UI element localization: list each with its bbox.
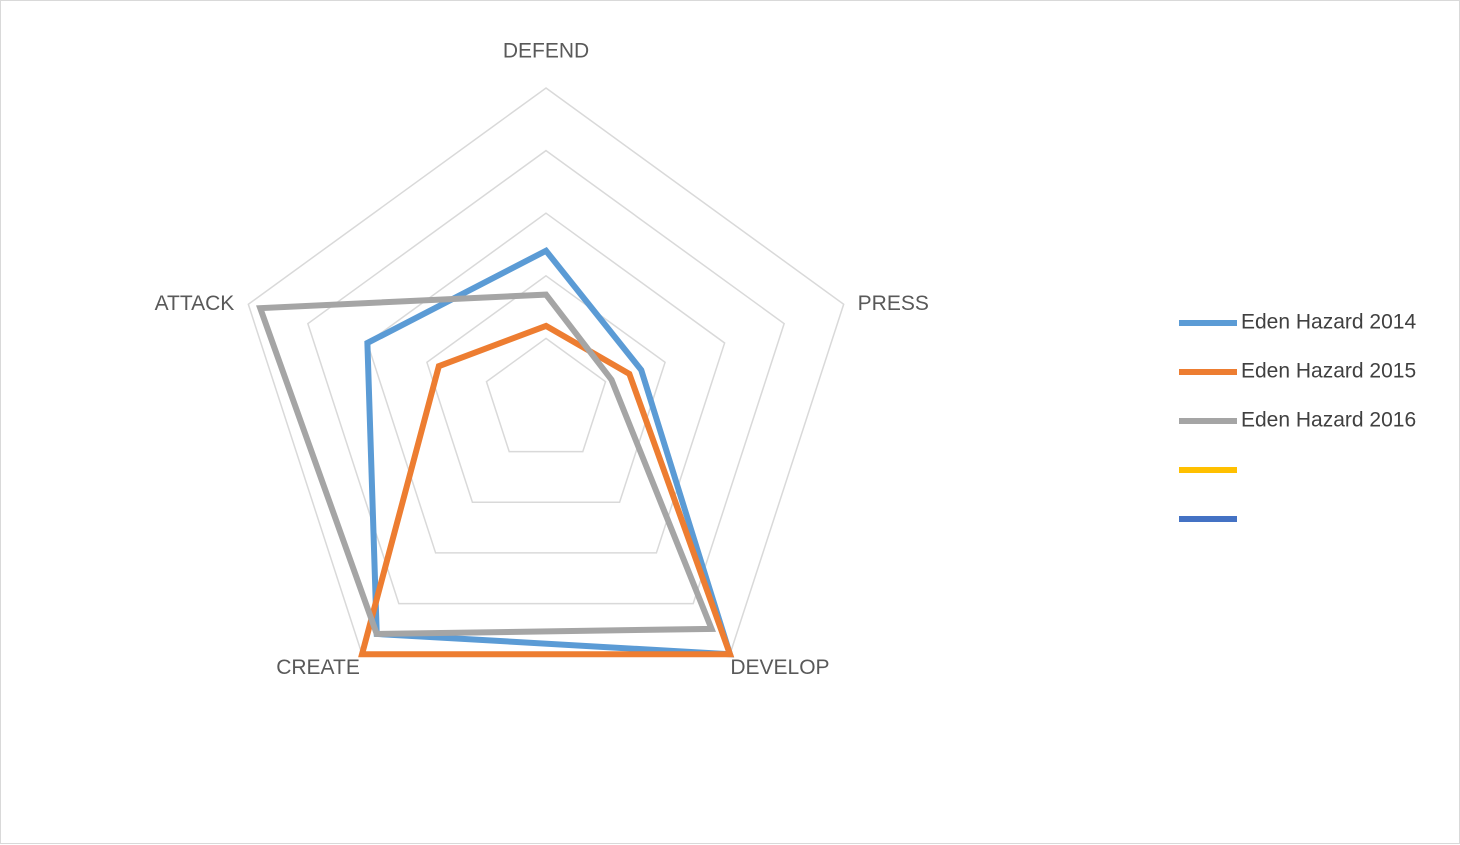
grid-ring (306, 149, 786, 605)
grid-ring (247, 87, 845, 655)
grid-ring (426, 274, 666, 504)
axis-label-press: PRESS (858, 292, 929, 315)
legend-label-2: Eden Hazard 2015 (1241, 360, 1416, 383)
grid-ring (485, 337, 607, 453)
axis-label-develop: DEVELOP (730, 656, 829, 679)
series-line-2 (358, 322, 735, 658)
legend-label-1: Eden Hazard 2014 (1241, 311, 1416, 334)
series-line-3 (256, 291, 716, 637)
axis-label-create: CREATE (276, 656, 360, 679)
legend-label-3: Eden Hazard 2016 (1241, 409, 1416, 432)
axis-labels: DEFEND PRESS DEVELOP CREATE ATTACK (155, 40, 929, 679)
axis-label-defend: DEFEND (503, 40, 589, 63)
series-line-1 (364, 246, 735, 658)
grid-ring (366, 212, 726, 554)
series-lines (256, 246, 735, 658)
legend: Eden Hazard 2014 Eden Hazard 2015 Eden Haz… (1179, 311, 1416, 522)
axis-label-attack: ATTACK (155, 292, 235, 315)
radar-grid (247, 87, 845, 655)
